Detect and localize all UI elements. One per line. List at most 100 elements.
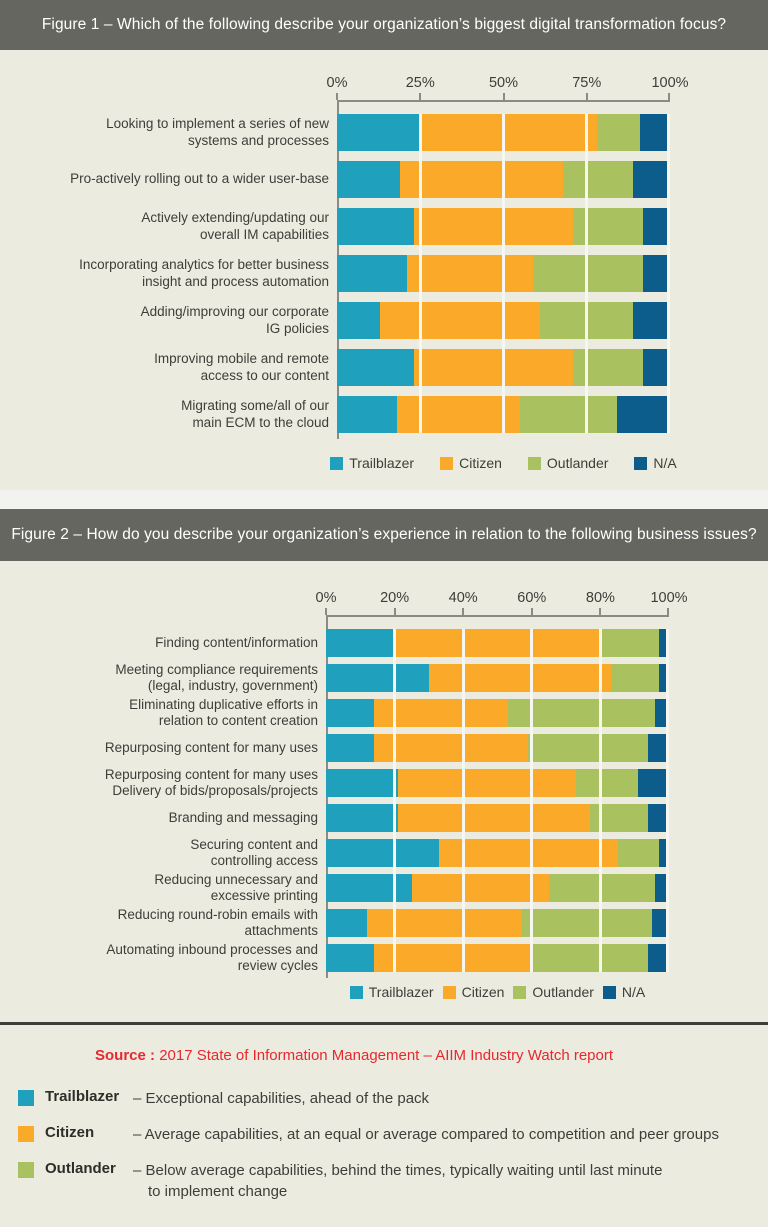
bar-segment-trailblazer bbox=[337, 349, 414, 386]
category-label: Branding and messaging bbox=[168, 809, 318, 825]
category-label: Pro-actively rolling out to a wider user… bbox=[70, 171, 329, 187]
axis-tick-label: 20% bbox=[380, 590, 410, 606]
axis-left-gutter bbox=[0, 76, 337, 102]
bar-segment-na bbox=[648, 944, 669, 972]
category-label: Securing content and controlling access bbox=[190, 836, 318, 868]
bar-segment-citizen bbox=[428, 664, 611, 692]
bar-segment-na bbox=[651, 909, 669, 937]
bar-segment-na bbox=[640, 114, 670, 151]
bar-segment-citizen bbox=[400, 161, 564, 198]
bar-segment-trailblazer bbox=[326, 944, 375, 972]
legend-label: Outlander bbox=[532, 984, 594, 1000]
bar-segment-na bbox=[658, 839, 669, 867]
category-label: Reducing round-robin emails with attachm… bbox=[117, 906, 318, 938]
legend-label: Citizen bbox=[461, 984, 505, 1000]
bar-segment-trailblazer bbox=[326, 874, 412, 902]
bar-segment-na bbox=[643, 349, 670, 386]
gridline bbox=[667, 114, 670, 433]
bar-segment-outlander bbox=[573, 349, 644, 386]
bar-row bbox=[326, 804, 669, 832]
bar-segment-trailblazer bbox=[337, 161, 401, 198]
gridline bbox=[585, 114, 589, 433]
legend-swatch-icon bbox=[513, 985, 527, 999]
legend-item-trailblazer: Trailblazer bbox=[330, 455, 414, 471]
legend-label: Trailblazer bbox=[368, 984, 434, 1000]
bar-segment-citizen bbox=[374, 699, 508, 727]
bar-row bbox=[337, 255, 670, 292]
category-label: Incorporating analytics for better busin… bbox=[79, 257, 329, 289]
bar-row bbox=[337, 161, 670, 198]
category-label: Migrating some/all of our main ECM to th… bbox=[181, 398, 329, 430]
bar-segment-trailblazer bbox=[326, 839, 440, 867]
bar-segment-na bbox=[655, 874, 669, 902]
bar-row bbox=[326, 944, 669, 972]
bar-segment-trailblazer bbox=[337, 114, 421, 151]
category-label: Adding/improving our corporate IG polici… bbox=[140, 304, 329, 336]
bar-segment-citizen bbox=[398, 804, 591, 832]
axis-tick bbox=[530, 608, 533, 615]
bar-segment-outlander bbox=[520, 396, 617, 433]
figure-1-title-bar: Figure 1 – Which of the following descri… bbox=[0, 0, 768, 50]
bar-segment-outlander bbox=[531, 944, 649, 972]
legend-item-outlander: Outlander bbox=[513, 984, 594, 1000]
legend-label: Citizen bbox=[459, 455, 502, 471]
category-label: Eliminating duplicative efforts in relat… bbox=[129, 696, 318, 728]
bar-segment-na bbox=[638, 769, 669, 797]
bar-row bbox=[326, 664, 669, 692]
figure-1-chart: 0% 25% 50% 75% 100% Looking to implement a se… bbox=[0, 50, 768, 490]
bar-segment-na bbox=[648, 804, 669, 832]
bar-segment-trailblazer bbox=[326, 699, 375, 727]
legend-item-na: N/A bbox=[634, 455, 677, 471]
footer: Source : 2017 State of Information Manag… bbox=[0, 1025, 768, 1203]
bar-segment-na bbox=[643, 255, 670, 292]
bar-row bbox=[337, 208, 670, 245]
bar-segment-trailblazer bbox=[337, 255, 407, 292]
definition-term: Citizen bbox=[45, 1123, 95, 1141]
category-label: Repurposing content for many uses bbox=[104, 739, 318, 755]
bar-segment-outlander bbox=[610, 664, 659, 692]
axis-tick-label: 25% bbox=[405, 75, 435, 91]
bar-segment-trailblazer bbox=[326, 909, 368, 937]
outlander-swatch-icon bbox=[18, 1161, 34, 1178]
legend-swatch-icon bbox=[330, 456, 344, 470]
figure-2-title: Figure 2 – How do you describe your orga… bbox=[11, 526, 757, 543]
legend-swatch-icon bbox=[442, 985, 456, 999]
definition-trailblazer: Trailblazer – Exceptional capabilities, … bbox=[18, 1088, 768, 1110]
axis-tick bbox=[325, 608, 327, 615]
axis-tick-label: 50% bbox=[488, 75, 519, 91]
gridline bbox=[598, 629, 602, 972]
definition-desc: – Below average capabilities, behind the… bbox=[133, 1161, 663, 1201]
category-label: Improving mobile and remote access to ou… bbox=[154, 351, 329, 383]
bar-row bbox=[326, 874, 669, 902]
bar-segment-outlander bbox=[600, 629, 659, 657]
bar-segment-outlander bbox=[576, 769, 639, 797]
bar-row bbox=[326, 769, 669, 797]
source-text: 2017 State of Information Management – A… bbox=[159, 1047, 614, 1064]
bar-segment-na bbox=[643, 208, 670, 245]
axis-tick bbox=[419, 93, 422, 100]
gridline bbox=[418, 114, 422, 433]
bar-segment-na bbox=[658, 664, 669, 692]
bar-segment-na bbox=[616, 396, 670, 433]
axis-tick-label: 80% bbox=[585, 590, 615, 606]
bar-segment-citizen bbox=[380, 302, 541, 339]
legend-swatch-icon bbox=[634, 456, 648, 470]
figure-2-chart: 0% 20% 40% 60% 80% 100% Finding content/inform… bbox=[0, 561, 768, 1022]
trailblazer-swatch-icon bbox=[18, 1090, 34, 1106]
bar-row bbox=[326, 629, 669, 657]
legend-item-citizen: Citizen bbox=[440, 455, 502, 471]
definition-citizen: Citizen – Average capabilities, at an eq… bbox=[18, 1124, 768, 1146]
bar-segment-trailblazer bbox=[326, 804, 399, 832]
section-divider-strip bbox=[0, 490, 768, 509]
bar-segment-na bbox=[633, 161, 670, 198]
axis-tick-label: 0% bbox=[326, 75, 348, 91]
bar-row bbox=[326, 699, 669, 727]
footer-divider-line bbox=[0, 1022, 768, 1025]
bar-segment-citizen bbox=[413, 349, 574, 386]
axis-tick bbox=[393, 608, 396, 615]
legend-label: N/A bbox=[653, 455, 677, 471]
bar-segment-na bbox=[648, 734, 669, 762]
category-label: Meeting compliance requirements (legal, … bbox=[115, 661, 318, 693]
bar-segment-na bbox=[655, 699, 669, 727]
legend-swatch-icon bbox=[349, 985, 363, 999]
